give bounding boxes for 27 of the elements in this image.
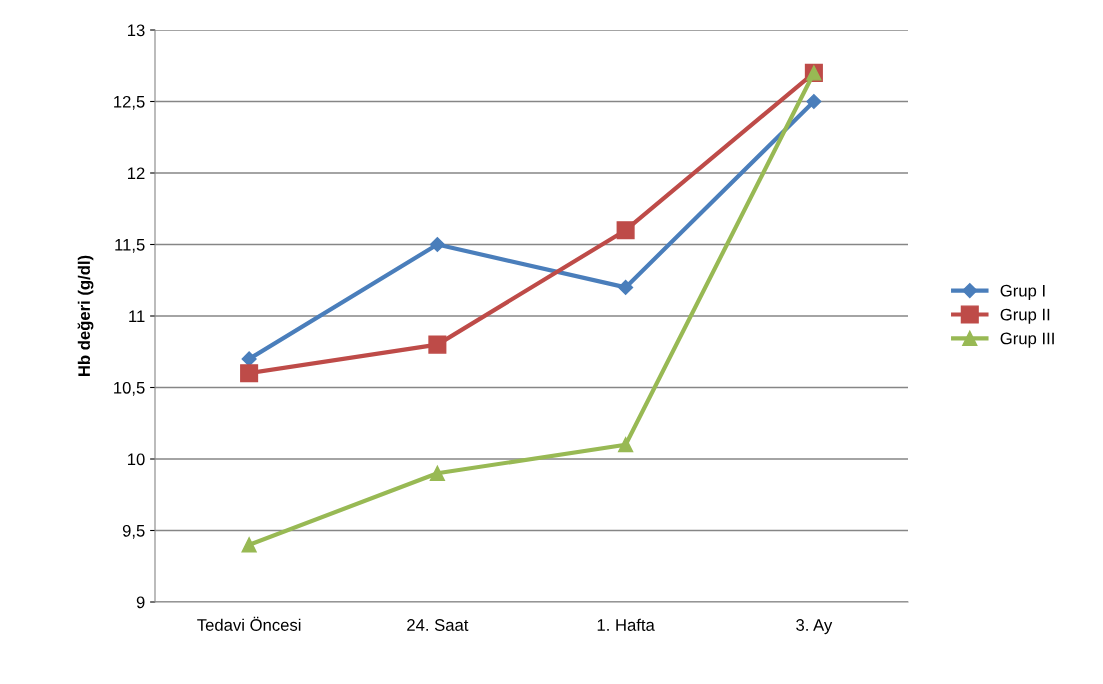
x-tick-label: 24. Saat bbox=[407, 619, 469, 631]
point bbox=[429, 465, 446, 481]
y-tick-label: 13 bbox=[128, 24, 145, 37]
y-tick-label: 9,5 bbox=[122, 524, 145, 539]
y-tick-label: 12,5 bbox=[114, 95, 145, 110]
y-tick-label: 12 bbox=[128, 167, 145, 180]
y-tick-label: 11 bbox=[129, 310, 145, 323]
x-tick-label: 1. Hafta bbox=[597, 618, 655, 631]
legend-label: Grup II bbox=[1000, 308, 1050, 324]
point bbox=[806, 93, 822, 110]
point bbox=[241, 537, 257, 553]
point bbox=[429, 236, 445, 253]
point bbox=[616, 221, 635, 240]
point bbox=[428, 335, 447, 354]
legend-label: Grup I bbox=[1000, 284, 1045, 300]
y-axis-title: Hb değeri (g/dl) bbox=[77, 255, 94, 376]
point bbox=[241, 351, 257, 367]
legend-label: Grup III bbox=[1000, 332, 1054, 348]
point bbox=[618, 279, 634, 295]
x-tick-label: Tedavi Öncesi bbox=[197, 616, 301, 631]
y-tick-label: 11,5 bbox=[115, 239, 145, 253]
y-tick-label: 10 bbox=[128, 453, 145, 466]
point bbox=[617, 437, 634, 453]
y-tick-label: 9 bbox=[136, 596, 145, 609]
point bbox=[240, 364, 259, 383]
y-tick-label: 10,5 bbox=[114, 381, 145, 396]
x-tick-label: 3. Ay bbox=[796, 619, 833, 635]
